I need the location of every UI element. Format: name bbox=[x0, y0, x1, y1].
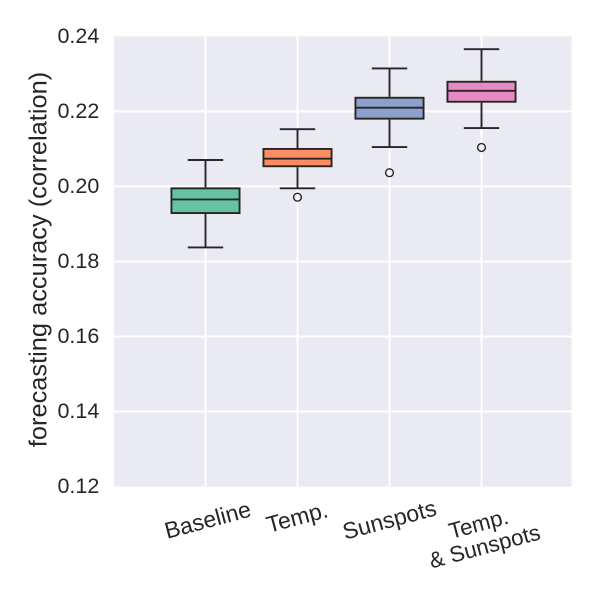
svg-text:forecasting accuracy (correlat: forecasting accuracy (correlation) bbox=[25, 72, 53, 447]
svg-text:0.22: 0.22 bbox=[57, 99, 99, 123]
svg-text:0.20: 0.20 bbox=[57, 174, 99, 198]
svg-text:0.16: 0.16 bbox=[57, 324, 99, 348]
svg-text:0.12: 0.12 bbox=[57, 474, 99, 498]
svg-text:0.24: 0.24 bbox=[57, 24, 99, 48]
svg-text:0.18: 0.18 bbox=[57, 249, 99, 273]
svg-text:0.14: 0.14 bbox=[57, 399, 99, 423]
